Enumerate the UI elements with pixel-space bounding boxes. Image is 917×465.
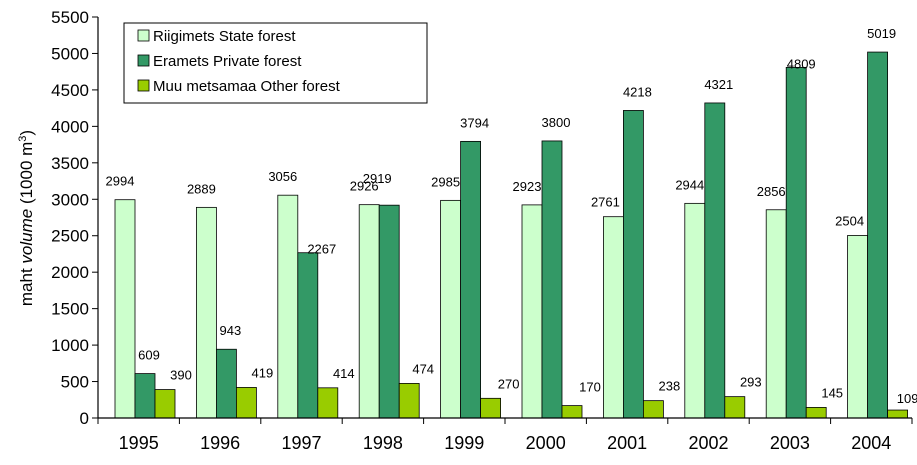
data-label: 2985: [431, 174, 460, 189]
bar-other-forest-2002: [724, 396, 746, 419]
data-label: 238: [659, 379, 681, 394]
data-label: 5019: [867, 26, 896, 41]
bar-private-forest-2003: [785, 66, 807, 419]
legend-swatch: [137, 54, 150, 67]
x-tick-label: 2004: [851, 433, 891, 453]
x-tick-label: 1998: [363, 433, 403, 453]
data-label: 170: [579, 380, 601, 395]
data-label: 2994: [106, 174, 135, 189]
bar-series: [114, 51, 908, 419]
data-label: 2856: [757, 184, 786, 199]
bar-state-forest-2004: [847, 235, 868, 419]
y-tick-label: 1500: [51, 300, 89, 319]
bar-private-forest-2000: [541, 140, 563, 419]
data-label: 2761: [591, 195, 620, 210]
bar-private-forest-2001: [623, 110, 644, 419]
svg-text:maht volume (1000 m3): maht volume (1000 m3): [17, 130, 36, 306]
bar-state-forest-2003: [765, 209, 787, 419]
y-tick-label: 4000: [51, 117, 89, 136]
data-label: 270: [498, 376, 520, 391]
data-label: 109: [897, 391, 917, 406]
bar-other-forest-1997: [317, 387, 339, 419]
legend-swatch: [137, 29, 150, 42]
bar-other-forest-2001: [643, 400, 664, 419]
bar-private-forest-1998: [378, 204, 400, 419]
y-tick-label: 3500: [51, 154, 89, 173]
data-label: 474: [412, 361, 434, 376]
y-axis-ticks: 0 500 1000 1500 2000 2500 3000 3500 4000 4500 5000…: [51, 8, 98, 428]
bar-private-forest-1999: [460, 140, 482, 419]
bar-other-forest-1996: [235, 387, 257, 419]
bar-other-forest-2003: [805, 407, 827, 419]
legend-label: Riigimets State forest: [153, 28, 296, 45]
data-label: 3794: [460, 115, 489, 130]
bar-state-forest-1997: [277, 194, 299, 419]
bar-private-forest-2004: [867, 51, 888, 419]
bar-other-forest-1998: [398, 383, 420, 419]
y-tick-label: 5500: [51, 8, 89, 27]
bar-other-forest-1995: [154, 389, 176, 419]
legend: Riigimets State forest Eramets Private fo…: [123, 22, 428, 104]
x-tick-label: 2002: [688, 433, 728, 453]
y-tick-label: 3000: [51, 190, 89, 209]
bar-state-forest-2000: [521, 204, 543, 419]
data-label: 3800: [542, 115, 571, 130]
bar-private-forest-2002: [704, 102, 726, 419]
legend-label: Eramets Private forest: [153, 53, 302, 70]
data-label: 2267: [307, 242, 336, 257]
bar-other-forest-2000: [561, 405, 583, 419]
bar-private-forest-1996: [215, 348, 237, 419]
data-label: 943: [220, 323, 242, 338]
x-tick-label: 1997: [281, 433, 321, 453]
y-tick-label: 1000: [51, 336, 89, 355]
x-tick-label: 1996: [200, 433, 240, 453]
x-tick-label: 1995: [119, 433, 159, 453]
bar-private-forest-1995: [134, 373, 156, 419]
y-tick-label: 500: [61, 373, 89, 392]
y-tick-label: 4500: [51, 81, 89, 100]
legend-box: [123, 22, 428, 104]
data-label: 390: [170, 368, 192, 383]
data-label: 2889: [187, 181, 216, 196]
data-label: 609: [138, 348, 160, 363]
bar-state-forest-1998: [358, 204, 380, 419]
y-tick-label: 5000: [51, 44, 89, 63]
data-label: 4218: [623, 84, 652, 99]
y-axis-label: maht volume (1000 m3): [17, 130, 36, 306]
bar-other-forest-1999: [480, 397, 502, 419]
data-label: 2504: [835, 213, 864, 228]
bar-state-forest-1996: [195, 206, 217, 419]
bar-state-forest-2002: [684, 202, 706, 419]
data-label: 145: [821, 385, 843, 400]
data-label: 3056: [268, 169, 297, 184]
legend-swatch: [137, 79, 150, 92]
bar-state-forest-2001: [603, 216, 624, 419]
x-tick-label: 2003: [770, 433, 810, 453]
x-tick-label: 2000: [526, 433, 566, 453]
y-tick-label: 2500: [51, 227, 89, 246]
bar-state-forest-1999: [440, 199, 462, 419]
y-tick-label: 0: [80, 409, 89, 428]
data-label: 2919: [363, 171, 392, 186]
data-label: 2923: [513, 179, 542, 194]
data-label: 414: [333, 366, 355, 381]
data-label: 2944: [675, 177, 704, 192]
legend-label: Muu metsamaa Other forest: [153, 78, 341, 95]
x-tick-label: 2001: [607, 433, 647, 453]
data-label: 4321: [704, 77, 733, 92]
bar-private-forest-1997: [297, 252, 319, 419]
x-axis-ticks: 1995 1996 1997 1998 1999 2000 2001 2002 2003 2004: [97, 418, 913, 453]
data-label: 2926: [350, 179, 379, 194]
y-tick-label: 2000: [51, 263, 89, 282]
data-label: 4809: [787, 56, 816, 71]
bar-state-forest-1995: [114, 199, 136, 419]
data-label: 419: [252, 365, 274, 380]
data-label: 293: [740, 375, 762, 390]
bar-other-forest-2004: [887, 409, 908, 419]
x-tick-label: 1999: [444, 433, 484, 453]
